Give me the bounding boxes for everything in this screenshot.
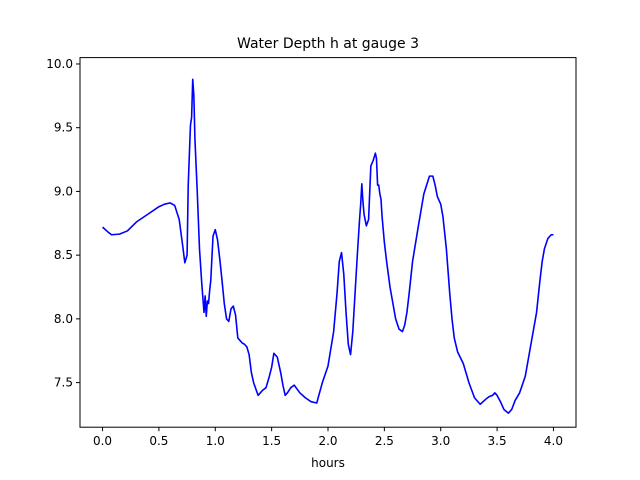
x-tick-label: 2.0 [318,434,337,448]
x-axis-label: hours [311,456,345,470]
x-tick-label: 1.5 [262,434,281,448]
x-tick-label: 1.0 [206,434,225,448]
axes-frame [79,57,577,428]
y-axis: 7.5 8.0 8.5 9.0 9.5 10.0 [46,57,80,390]
y-tick-label: 7.5 [54,376,73,390]
x-tick-label: 0.5 [149,434,168,448]
x-axis: 0.0 0.5 1.0 1.5 2.0 2.5 3.0 3.5 4.0 [93,427,563,448]
y-tick-label: 8.0 [54,312,73,326]
x-tick-label: 3.5 [488,434,507,448]
x-tick-label: 0.0 [93,434,112,448]
y-tick-label: 8.5 [54,248,73,262]
chart-title: Water Depth h at gauge 3 [237,36,419,52]
series-line [102,78,554,414]
y-tick-label: 10.0 [46,57,73,71]
y-tick-label: 9.0 [54,184,73,198]
plot-area [102,78,554,414]
x-tick-label: 4.0 [544,434,563,448]
x-tick-label: 2.5 [375,434,394,448]
y-tick-label: 9.5 [54,121,73,135]
x-tick-label: 3.0 [431,434,450,448]
